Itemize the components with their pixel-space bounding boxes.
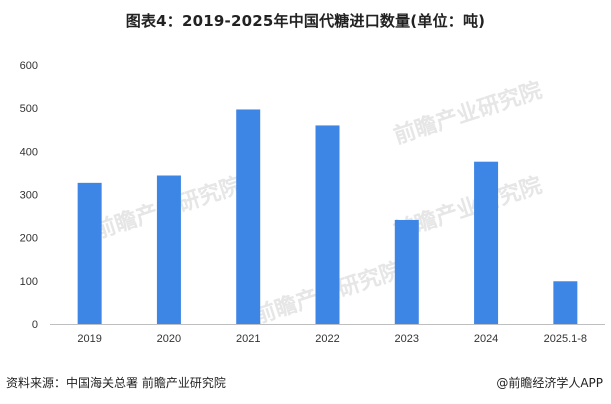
y-tick-label: 0 [32, 319, 38, 331]
y-tick-label: 100 [20, 276, 38, 288]
bar [77, 182, 102, 324]
bar [553, 281, 578, 324]
y-tick-label: 300 [20, 190, 38, 202]
y-axis-ticks: 0 100 200 300 400 500 600 [20, 60, 38, 331]
bar [315, 125, 340, 324]
y-tick-label: 600 [20, 60, 38, 72]
source-note: 资料来源：中国海关总署 前瞻产业研究院 [6, 376, 226, 390]
x-axis-ticks: 2019 2020 2021 2022 2023 2024 2025.1-8 [77, 333, 587, 345]
bars [77, 109, 578, 324]
bar [474, 161, 499, 324]
x-tick-label: 2024 [474, 333, 498, 345]
bar [394, 219, 419, 324]
watermark-text: 前瞻产业研究院 [391, 77, 546, 149]
bar [236, 109, 261, 324]
x-tick-label: 2021 [236, 333, 260, 345]
app-credit: @前瞻经济学人APP [496, 376, 603, 390]
chart-title: 图表4：2019-2025年中国代糖进口数量(单位：吨) [125, 12, 486, 30]
y-tick-label: 200 [20, 233, 38, 245]
x-tick-label: 2025.1-8 [544, 333, 587, 345]
y-tick-label: 400 [20, 146, 38, 158]
x-tick-label: 2020 [157, 333, 181, 345]
x-tick-label: 2023 [395, 333, 419, 345]
x-tick-label: 2022 [315, 333, 339, 345]
y-tick-label: 500 [20, 103, 38, 115]
bar [156, 175, 181, 324]
x-tick-label: 2019 [77, 333, 101, 345]
footer: 资料来源：中国海关总署 前瞻产业研究院 @前瞻经济学人APP [0, 372, 611, 394]
